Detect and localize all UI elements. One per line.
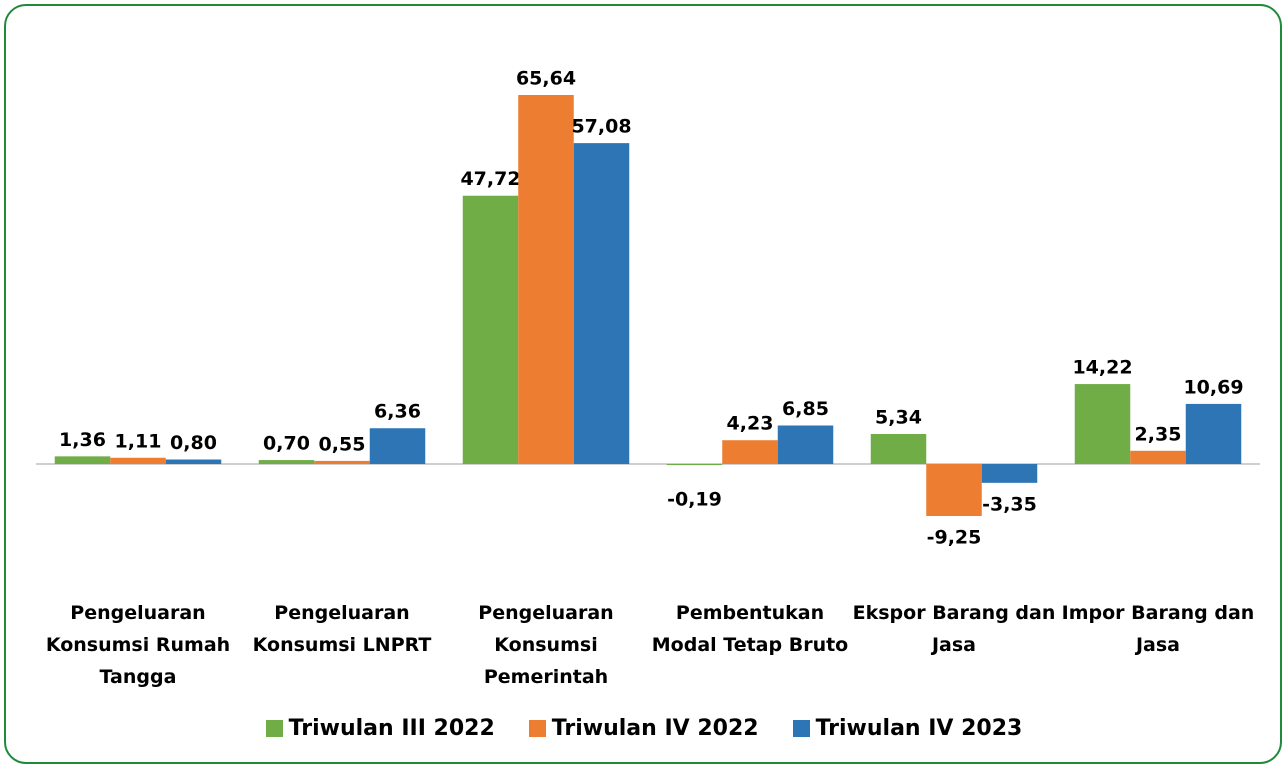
bar — [314, 460, 370, 464]
bar — [666, 464, 723, 466]
data-label: 0,55 — [319, 433, 366, 455]
data-label: 6,85 — [782, 398, 829, 420]
bar — [926, 464, 982, 516]
legend: Triwulan III 2022 Triwulan IV 2022 Triwula… — [0, 716, 1288, 741]
data-label: 1,36 — [59, 429, 106, 451]
legend-swatch — [792, 720, 810, 737]
data-label: 57,08 — [571, 116, 631, 138]
bar — [870, 433, 927, 464]
bar — [1074, 384, 1131, 464]
bar — [981, 464, 1038, 483]
legend-swatch — [528, 720, 546, 737]
x-tick-label: Pengeluaran Konsumsi Rumah Tangga — [45, 602, 231, 688]
bar — [462, 195, 519, 464]
data-label: 5,34 — [875, 406, 922, 428]
bar — [54, 456, 111, 464]
data-label: -0,19 — [667, 489, 722, 511]
data-label: -3,35 — [982, 493, 1037, 515]
legend-item: Triwulan IV 2022 — [528, 716, 759, 741]
data-label: 0,80 — [170, 432, 217, 454]
x-tick-label: Impor Barang dan Jasa — [1061, 602, 1255, 656]
data-label: 10,69 — [1183, 376, 1243, 398]
data-label: 65,64 — [516, 68, 576, 90]
legend-label: Triwulan IV 2022 — [551, 716, 759, 741]
bar — [165, 459, 222, 464]
bar — [573, 143, 630, 464]
bar — [110, 457, 166, 464]
data-label: 14,22 — [1072, 357, 1132, 379]
bar — [258, 460, 315, 464]
data-label: 2,35 — [1135, 423, 1182, 445]
x-tick-label: Ekspor Barang dan Jasa — [852, 602, 1056, 656]
legend-swatch — [265, 720, 283, 737]
bar — [1185, 403, 1242, 464]
data-label: 4,23 — [727, 413, 774, 435]
legend-label: Triwulan III 2022 — [288, 716, 495, 741]
data-label: 0,70 — [263, 433, 310, 455]
bar — [1130, 450, 1186, 464]
data-label: -9,25 — [927, 526, 982, 548]
data-label: 6,36 — [374, 401, 421, 423]
data-label: 47,72 — [460, 168, 520, 190]
x-tick-label: Pengeluaran Konsumsi LNPRT — [252, 602, 432, 656]
legend-label: Triwulan IV 2023 — [815, 716, 1023, 741]
chart-frame — [4, 4, 1282, 764]
data-label: 1,11 — [115, 430, 162, 452]
bar — [369, 428, 426, 464]
x-tick-label: Pembentukan Modal Tetap Bruto — [651, 602, 849, 656]
legend-item: Triwulan III 2022 — [265, 716, 495, 741]
bar — [722, 440, 778, 464]
bar — [777, 425, 834, 464]
bar — [518, 95, 574, 464]
x-tick-label: Pengeluaran Konsumsi Pemerintah — [478, 602, 614, 688]
legend-item: Triwulan IV 2023 — [792, 716, 1023, 741]
